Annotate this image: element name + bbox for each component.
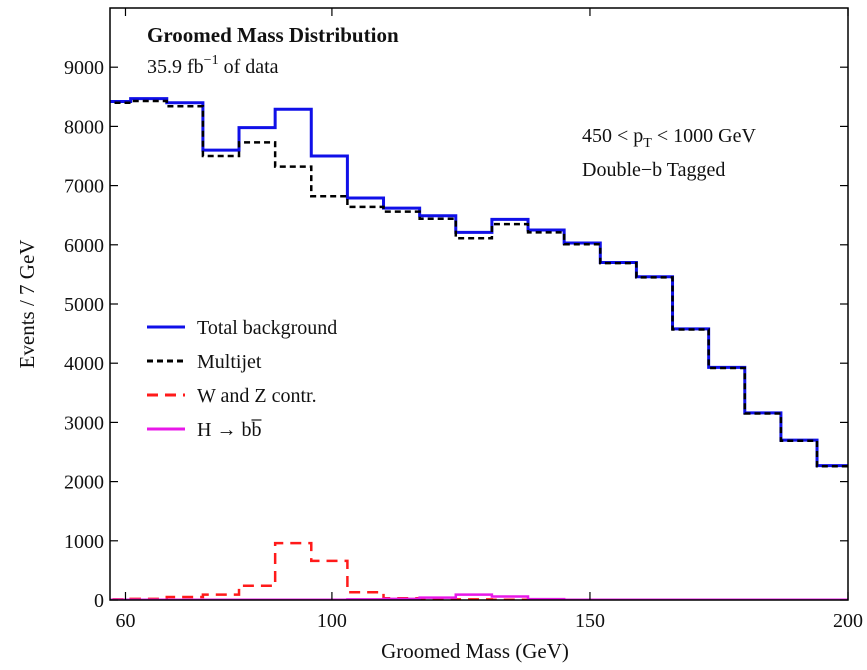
legend-label-2: W and Z contr.	[197, 385, 317, 407]
y-tick-label: 0	[94, 590, 104, 612]
series-line-0	[110, 97, 848, 468]
plot-frame	[109, 7, 849, 601]
legend: Total background Multijet W and Z contr. H…	[147, 317, 337, 441]
subtitle-superscript: −1	[204, 53, 219, 68]
y-tick-label: 1000	[64, 531, 104, 553]
x-tick-label: 100	[317, 610, 347, 632]
series-line-2	[110, 541, 848, 600]
x-tick-label: 200	[833, 610, 863, 632]
chart-title: Groomed Mass Distribution	[147, 23, 399, 47]
series-line-1	[110, 99, 848, 468]
chart-subtitle: 35.9 fb−1 of data	[147, 53, 279, 78]
y-tick-label: 3000	[64, 412, 104, 434]
legend-label-0: Total background	[197, 317, 337, 339]
x-tick-label: 60	[115, 610, 135, 632]
y-axis-label: Events / 7 GeV	[15, 240, 39, 369]
y-tick-label: 4000	[64, 353, 104, 375]
y-tick-label: 2000	[64, 472, 104, 494]
x-tick-label: 150	[575, 610, 605, 632]
y-tick-label: 8000	[64, 116, 104, 138]
y-tick-label: 9000	[64, 57, 104, 79]
y-tick-label: 7000	[64, 176, 104, 198]
x-axis-label: Groomed Mass (GeV)	[381, 639, 569, 663]
pt-subscript: T	[643, 136, 652, 151]
y-tick-label: 5000	[64, 294, 104, 316]
legend-label-3: H → bb	[197, 419, 261, 441]
pt-range-annotation: 450 < pT < 1000 GeV	[582, 125, 756, 151]
y-tick-label: 6000	[64, 235, 104, 257]
tag-annotation: Double−b Tagged	[582, 159, 725, 181]
legend-label-1: Multijet	[197, 351, 262, 373]
